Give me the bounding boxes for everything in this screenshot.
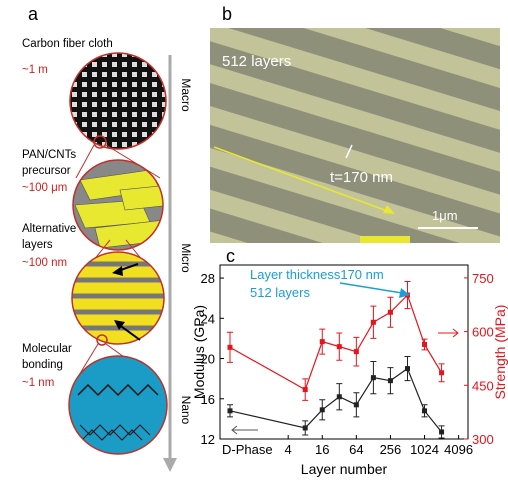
- data-point: [388, 378, 393, 383]
- data-point: [320, 339, 325, 344]
- data-point: [388, 310, 393, 315]
- axis-arrow: [232, 426, 258, 434]
- data-point: [303, 425, 308, 430]
- y2-tick-label: 300: [472, 432, 494, 447]
- data-point: [320, 407, 325, 412]
- level-name: bonding: [22, 359, 63, 371]
- level-name: Carbon fiber cloth: [22, 38, 113, 50]
- x-tick-label: D-Phase: [222, 442, 273, 457]
- data-point: [371, 320, 376, 325]
- panel-label: b: [222, 4, 232, 24]
- x-tick-label: 256: [380, 442, 402, 457]
- y2-tick-label: 450: [472, 378, 494, 393]
- y2-tick-label: 600: [472, 325, 494, 340]
- thickness-label: t=170 nm: [330, 169, 393, 186]
- data-point: [228, 345, 233, 350]
- data-point: [228, 408, 233, 413]
- data-point: [337, 344, 342, 349]
- figure: a Carbon fiber cloth ~1 m PAN/CNTs precursor…: [0, 0, 508, 480]
- annotation: Layer thickness170 nm: [250, 267, 384, 282]
- level-name: Molecular: [22, 343, 72, 355]
- level-size: ~100 nm: [22, 257, 67, 269]
- data-point: [439, 429, 444, 434]
- data-point: [439, 370, 444, 375]
- data-point: [422, 408, 427, 413]
- x-tick-label: 16: [315, 442, 329, 457]
- y2-axis-label: Strength (MPa): [492, 305, 508, 400]
- image-caption: 512 layers: [222, 53, 291, 70]
- scale-bar-label: 1μm: [432, 208, 458, 223]
- data-point: [371, 375, 376, 380]
- x-tick-label: 4: [285, 442, 292, 457]
- axis-arrow: [438, 329, 458, 337]
- level-size: ~1 nm: [22, 377, 54, 389]
- scale-label: Macro: [179, 78, 193, 112]
- panel-label: c: [226, 246, 235, 266]
- annotation-arrow: [340, 283, 402, 293]
- level-name: Alternative: [22, 223, 76, 235]
- x-tick-label: 4096: [444, 442, 473, 457]
- panel-a-art: [60, 50, 180, 472]
- level-size: ~1 m: [22, 64, 48, 76]
- level-name: layers: [22, 239, 53, 251]
- data-point: [303, 387, 308, 392]
- level-name: precursor: [22, 165, 71, 177]
- data-point: [354, 402, 359, 407]
- level-size: ~100 μm: [22, 182, 67, 194]
- y-axis-label: Modulus (GPa): [191, 305, 207, 399]
- panel-label: a: [28, 4, 39, 24]
- data-point: [405, 366, 410, 371]
- data-point: [422, 342, 427, 347]
- scale-label: Micro: [179, 243, 193, 273]
- y2-tick-label: 750: [472, 271, 494, 286]
- series-line: [230, 369, 442, 432]
- y-tick-label: 12: [201, 432, 215, 447]
- x-axis-label: Layer number: [301, 461, 388, 477]
- level-name: PAN/CNTs: [22, 149, 76, 161]
- data-point: [337, 394, 342, 399]
- annotation: 512 layers: [250, 285, 310, 300]
- x-tick-label: 64: [349, 442, 363, 457]
- y-tick-label: 28: [201, 271, 215, 286]
- data-point: [354, 349, 359, 354]
- x-tick-label: 1024: [410, 442, 439, 457]
